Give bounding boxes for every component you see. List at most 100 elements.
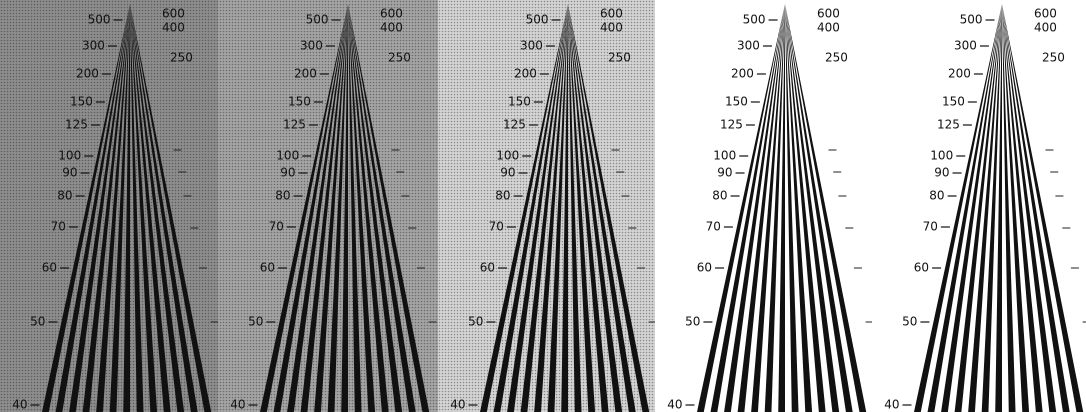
left-label: 200 [731, 67, 754, 81]
wedge-stripe [348, 4, 416, 412]
wedge-stripe [123, 4, 130, 412]
right-label: 250 [1042, 51, 1065, 65]
wedge-stripe [300, 4, 348, 412]
panel: 500300200150125100908070605040600400250Z [218, 0, 452, 412]
wedge-stripe [778, 4, 785, 412]
left-label: 70 [489, 220, 504, 234]
wedge-stripe [568, 4, 596, 412]
left-label: 125 [65, 118, 88, 132]
wedge-stripe [697, 4, 785, 412]
left-label: 500 [306, 13, 329, 27]
wedge-stripe [785, 4, 867, 412]
right-label: 250 [388, 51, 411, 65]
wedge-stripe [273, 4, 348, 412]
wedge-stripe [348, 4, 362, 412]
wedge-stripe [954, 4, 1002, 412]
wedge-stripe [480, 4, 568, 412]
wedge-stripe [287, 4, 348, 412]
left-label: 60 [480, 261, 495, 275]
left-label: 70 [923, 220, 938, 234]
left-label: 300 [737, 39, 760, 53]
right-label: 250 [608, 51, 631, 65]
left-label: 500 [743, 13, 766, 27]
left-label: 40 [667, 398, 682, 412]
wedge-stripe [82, 4, 130, 412]
wedge-stripe [785, 4, 799, 412]
left-label: 80 [495, 189, 510, 203]
wedge-stripe [109, 4, 130, 412]
right-label: 600 [380, 7, 403, 21]
left-label: 60 [42, 261, 57, 275]
wedge-stripe [1002, 4, 1057, 412]
left-label: 50 [685, 315, 700, 329]
left-label: 500 [960, 13, 983, 27]
left-label: 500 [526, 13, 549, 27]
left-label: 200 [76, 67, 99, 81]
wedge-stripe [710, 4, 785, 412]
left-label: 80 [712, 189, 727, 203]
wedge-stripe [327, 4, 348, 412]
left-label: 150 [288, 95, 311, 109]
left-label: 70 [269, 220, 284, 234]
wedge-stripe [348, 4, 389, 412]
wedge-stripe [348, 4, 403, 412]
wedge-stripe [995, 4, 1002, 412]
wedge-stripe [914, 4, 1002, 412]
left-label: 50 [902, 315, 917, 329]
wedge-stripe [130, 4, 171, 412]
wedge-stripe [520, 4, 568, 412]
wedge-stripe [130, 4, 144, 412]
wedge-stripe [751, 4, 785, 412]
left-label: 80 [57, 189, 72, 203]
left-label: 90 [62, 166, 77, 180]
wedge-stripe [785, 4, 853, 412]
left-label: 100 [58, 149, 81, 163]
left-label: 200 [514, 67, 537, 81]
left-label: 70 [51, 220, 66, 234]
left-label: 60 [914, 261, 929, 275]
left-label: 60 [697, 261, 712, 275]
left-label: 90 [500, 166, 515, 180]
wedge-stripe [341, 4, 348, 412]
left-label: 50 [30, 315, 45, 329]
left-label: 40 [450, 398, 465, 412]
panel: 500300200150125100908070605040600400250Z [0, 0, 232, 412]
wedge-stripe [1002, 4, 1016, 412]
right-label: 250 [170, 51, 193, 65]
left-label: 150 [70, 95, 93, 109]
wedge-stripe [507, 4, 568, 412]
right-label: 250 [825, 51, 848, 65]
right-label: 600 [600, 7, 623, 21]
wedge-stripe [568, 4, 582, 412]
wedge-stripe [260, 4, 348, 412]
wedge-stripe [561, 4, 568, 412]
wedge-stripe [130, 4, 185, 412]
wedge-stripe [968, 4, 1002, 412]
left-label: 300 [520, 39, 543, 53]
left-label: 150 [725, 95, 748, 109]
left-label: 125 [503, 118, 526, 132]
right-label: 600 [817, 7, 840, 21]
left-label: 300 [82, 39, 105, 53]
wedge-stripe [348, 4, 376, 412]
wedge-stripe [568, 4, 623, 412]
right-label: 400 [600, 21, 623, 35]
right-label: 400 [817, 21, 840, 35]
left-label: 70 [706, 220, 721, 234]
left-label: 60 [260, 261, 275, 275]
wedge-stripe [493, 4, 568, 412]
wedge-stripe [547, 4, 568, 412]
wedge-stripe [981, 4, 1002, 412]
left-label: 40 [884, 398, 899, 412]
wedge-stripe [96, 4, 130, 412]
panel: 500300200150125100908070605040600400250Z [655, 0, 886, 412]
wedge-stripe [69, 4, 130, 412]
wedge-stripe [314, 4, 348, 412]
wedge-stripe [568, 4, 636, 412]
wedge-stripe [1002, 4, 1043, 412]
wedge-stripe [785, 4, 826, 412]
left-label: 90 [280, 166, 295, 180]
wedge-stripe [568, 4, 650, 412]
wedge-stripe [568, 4, 609, 412]
